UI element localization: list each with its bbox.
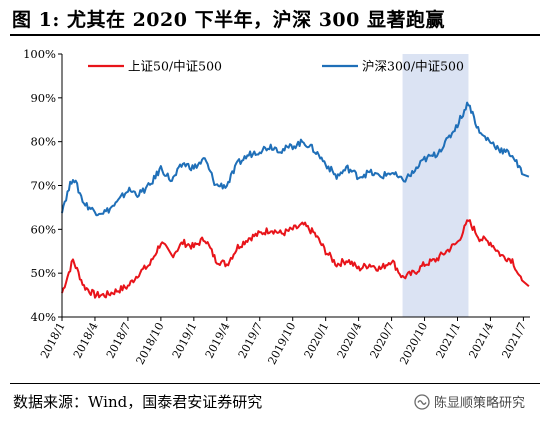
x-tick-label: 2020/4 xyxy=(335,320,365,360)
x-tick-label: 2018/4 xyxy=(71,320,101,360)
x-tick-label: 2021/4 xyxy=(466,320,496,360)
x-tick-label: 2020/10 xyxy=(397,320,430,366)
x-tick-label: 2019/10 xyxy=(265,320,298,366)
watermark-text: 陈显顺策略研究 xyxy=(434,396,526,411)
y-tick-label: 70% xyxy=(30,179,56,193)
series-line-hs300 xyxy=(61,101,530,217)
y-tick-label: 90% xyxy=(30,91,56,105)
y-tick-label: 80% xyxy=(30,135,56,149)
legend-label: 沪深300/中证500 xyxy=(362,59,464,74)
y-tick-label: 40% xyxy=(30,310,56,324)
figure-title: 图 1: 尤其在 2020 下半年，沪深 300 显著跑赢 xyxy=(12,9,445,31)
x-tick-label: 2019/4 xyxy=(203,320,233,360)
x-tick-label: 2019/7 xyxy=(236,320,266,360)
footer-rule xyxy=(10,383,540,384)
x-tick-label: 2018/1 xyxy=(38,320,68,360)
series-line-sz50 xyxy=(61,219,530,299)
y-tick-label: 100% xyxy=(23,47,56,61)
x-tick-label: 2020/1 xyxy=(302,320,332,360)
highlight-band xyxy=(402,54,469,317)
watermark: 陈显顺策略研究 xyxy=(414,392,525,411)
data-source: 数据来源：Wind，国泰君安证券研究 xyxy=(13,393,263,411)
line-chart: 40%50%60%70%80%90%100% 2018/1 2018/4 2018/… xyxy=(23,47,530,367)
x-tick-label: 2021/1 xyxy=(433,320,463,360)
y-tick-label: 50% xyxy=(30,266,56,280)
x-tick-label: 2019/1 xyxy=(170,320,200,360)
x-tick-label: 2021/7 xyxy=(499,320,529,360)
title-rule xyxy=(10,34,540,36)
x-tick-label: 2020/7 xyxy=(368,320,398,360)
wechat-icon xyxy=(414,393,430,410)
y-tick-label: 60% xyxy=(30,222,56,236)
x-tick-label: 2018/7 xyxy=(104,320,134,360)
x-tick-label: 2018/10 xyxy=(134,320,167,366)
legend-label: 上证50/中证500 xyxy=(128,59,222,74)
